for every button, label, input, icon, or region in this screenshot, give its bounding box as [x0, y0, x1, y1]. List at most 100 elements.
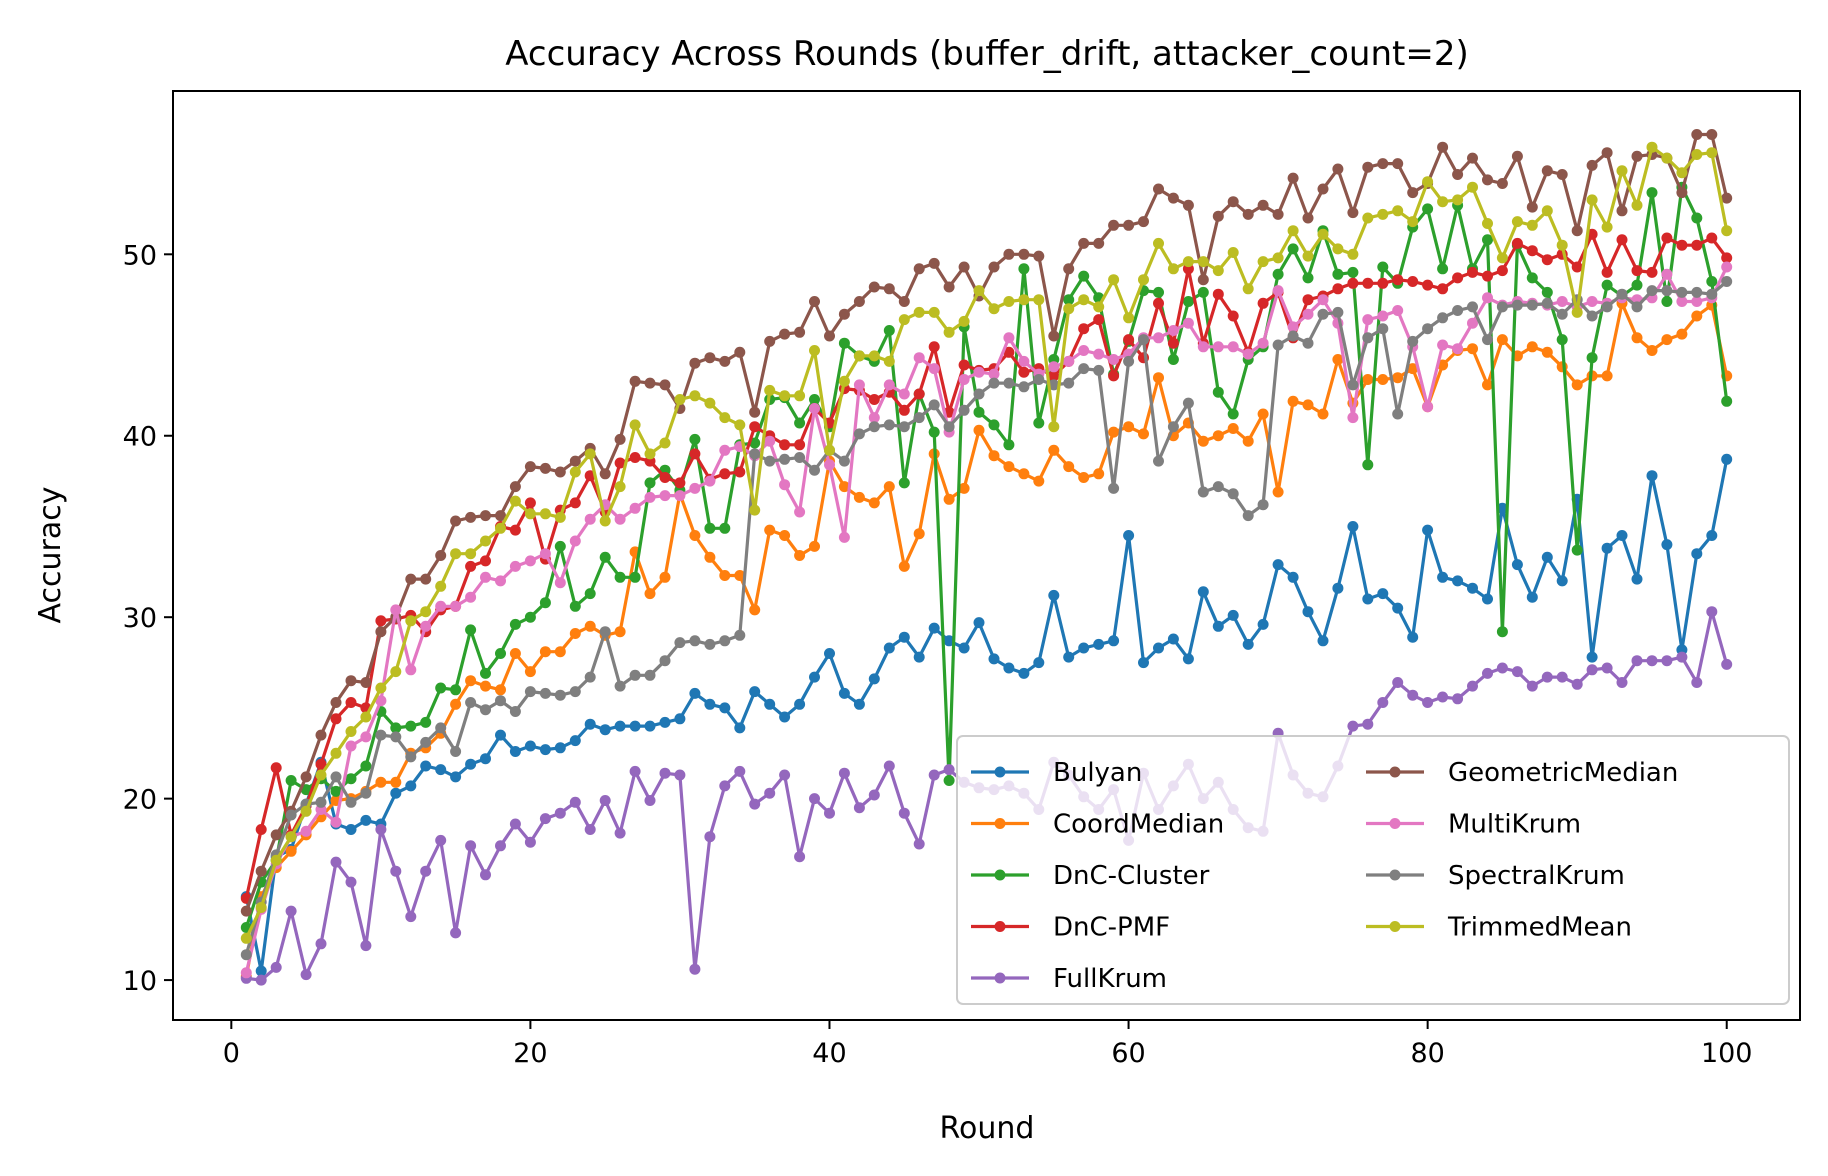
data-point	[554, 466, 566, 478]
data-point	[1332, 243, 1344, 255]
data-point	[345, 697, 357, 708]
data-point	[315, 758, 327, 770]
data-point	[1332, 163, 1344, 175]
data-point	[614, 457, 626, 469]
data-point	[629, 419, 641, 431]
data-point	[1631, 301, 1643, 313]
data-point	[1661, 232, 1673, 244]
data-point	[1541, 297, 1553, 309]
data-point	[1048, 444, 1060, 456]
data-point	[509, 818, 521, 830]
data-point	[1467, 680, 1478, 692]
data-point	[1496, 301, 1508, 313]
data-point	[345, 740, 357, 752]
data-point	[1511, 666, 1523, 678]
chart-title: Accuracy Across Rounds (buffer_drift, at…	[505, 34, 1469, 74]
series-line	[244, 145, 1729, 939]
data-point	[1616, 677, 1628, 688]
data-point	[255, 974, 267, 986]
data-point	[1721, 225, 1733, 237]
data-point	[420, 865, 432, 877]
data-point	[1108, 274, 1120, 286]
data-point	[1377, 588, 1389, 600]
data-point	[1197, 274, 1209, 286]
data-point	[315, 769, 327, 781]
legend-box	[956, 735, 1790, 1005]
data-point	[764, 787, 776, 799]
data-point	[913, 838, 925, 850]
data-point	[1197, 256, 1209, 268]
data-point	[988, 653, 1000, 665]
data-point	[1257, 199, 1269, 211]
data-point	[285, 831, 297, 843]
data-point	[1063, 377, 1075, 389]
data-point	[255, 965, 267, 977]
data-point	[1601, 221, 1613, 233]
data-point	[1541, 551, 1553, 563]
data-point	[1138, 657, 1149, 669]
data-point	[1541, 165, 1553, 177]
legend-item: DnC-Cluster	[971, 861, 1210, 891]
data-point	[599, 515, 611, 527]
data-point	[898, 421, 910, 433]
data-point	[1422, 323, 1434, 335]
data-point	[838, 687, 850, 699]
axis-ticks: 0 20 40 60 80 100 10 20 30 40 50	[123, 240, 1753, 1069]
data-point	[599, 724, 611, 736]
data-point	[973, 424, 985, 436]
data-point	[1197, 435, 1209, 447]
data-point	[1167, 325, 1179, 336]
data-point	[1048, 330, 1060, 342]
data-point	[345, 796, 357, 808]
data-point	[1093, 638, 1105, 650]
data-point	[465, 675, 477, 687]
y-tick-label: 40	[123, 422, 157, 453]
data-point	[569, 628, 581, 639]
data-point	[420, 606, 432, 618]
data-point	[958, 359, 970, 371]
legend-marker	[1389, 869, 1401, 881]
data-point	[1452, 169, 1464, 180]
data-point	[1467, 343, 1478, 355]
data-point	[928, 306, 940, 318]
data-point	[913, 528, 925, 540]
data-point	[1347, 266, 1359, 278]
data-point	[1706, 232, 1718, 244]
data-point	[1078, 270, 1090, 282]
data-point	[554, 511, 566, 523]
data-point	[1526, 219, 1538, 231]
data-point	[390, 787, 402, 799]
data-point	[1616, 165, 1628, 177]
data-point	[868, 673, 880, 685]
data-point	[360, 814, 372, 826]
data-point	[345, 675, 357, 687]
data-point	[1676, 167, 1688, 179]
data-point	[1123, 219, 1135, 231]
data-point	[629, 669, 641, 681]
data-point	[644, 377, 656, 389]
data-point	[988, 261, 1000, 273]
data-point	[480, 555, 491, 567]
data-point	[644, 795, 656, 806]
data-point	[1661, 152, 1673, 164]
data-point	[1392, 602, 1404, 614]
data-point	[704, 638, 716, 650]
data-point	[405, 751, 417, 763]
data-point	[539, 646, 551, 658]
data-point	[779, 453, 791, 465]
data-point	[1048, 589, 1060, 601]
data-point	[1078, 237, 1090, 249]
data-point	[569, 735, 581, 747]
data-point	[674, 394, 686, 405]
data-point	[749, 448, 761, 460]
data-point	[1093, 348, 1105, 360]
data-point	[1242, 208, 1254, 220]
data-point	[883, 642, 895, 654]
data-point	[764, 698, 776, 710]
data-point	[1138, 428, 1149, 440]
data-point	[345, 726, 357, 737]
data-point	[1541, 254, 1553, 266]
data-point	[1556, 334, 1568, 346]
data-point	[1482, 593, 1493, 605]
data-point	[958, 482, 970, 494]
